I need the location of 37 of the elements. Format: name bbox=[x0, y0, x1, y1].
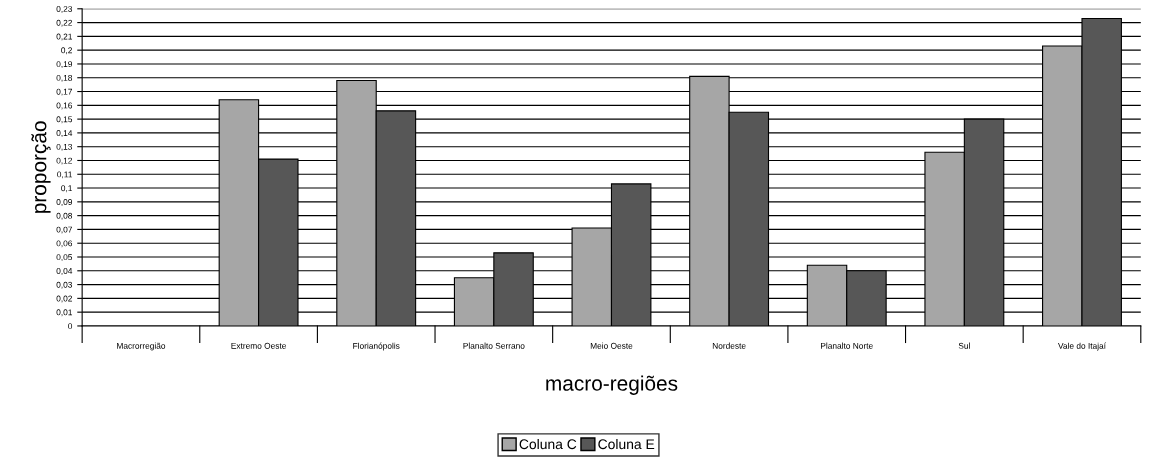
x-tick-label: Florianópolis bbox=[353, 342, 400, 351]
legend-label: Coluna E bbox=[598, 438, 655, 450]
y-tick-label: 0,16 bbox=[56, 102, 73, 110]
x-tick-label: Sul bbox=[958, 342, 970, 349]
x-tick-label: Planalto Norte bbox=[821, 342, 873, 349]
y-tick-label: 0,06 bbox=[56, 240, 73, 248]
x-tick-label: Macrorregião bbox=[117, 342, 166, 351]
x-tick-label: Planalto Serrano bbox=[463, 342, 525, 349]
x-tick-label: Nordeste bbox=[712, 342, 746, 349]
y-tick-label: 0,19 bbox=[56, 61, 73, 69]
y-tick-label: 0,02 bbox=[56, 295, 73, 303]
y-tick-label: 0 bbox=[68, 323, 73, 330]
y-tick-label: 0,05 bbox=[56, 254, 73, 262]
y-tick-label: 0,15 bbox=[56, 116, 73, 124]
y-tick-label: 0,01 bbox=[56, 309, 73, 317]
y-tick-label: 0,09 bbox=[56, 199, 73, 206]
y-tick-label: 0,22 bbox=[56, 19, 73, 27]
legend-label: Coluna C bbox=[519, 438, 577, 450]
x-axis-title: macro-regiões bbox=[546, 375, 678, 395]
y-axis-title: proporção bbox=[31, 121, 51, 213]
x-tick-label: Vale do Itajaí bbox=[1058, 342, 1106, 351]
y-tick-label: 0,13 bbox=[56, 143, 73, 151]
y-tick-label: 0,11 bbox=[57, 171, 73, 179]
y-tick-label: 0,23 bbox=[56, 6, 73, 13]
y-tick-label: 0,18 bbox=[56, 74, 73, 82]
y-tick-label: 0,21 bbox=[56, 33, 73, 41]
y-tick-label: 0,14 bbox=[56, 130, 73, 137]
y-tick-label: 0,12 bbox=[56, 157, 73, 165]
x-tick-label: Meio Oeste bbox=[590, 342, 633, 349]
y-tick-label: 0,04 bbox=[56, 268, 73, 275]
y-tick-label: 0,1 bbox=[61, 185, 73, 193]
y-tick-label: 0,07 bbox=[56, 226, 73, 234]
y-tick-label: 0,17 bbox=[56, 88, 73, 96]
x-tick-label: Extremo Oeste bbox=[231, 342, 287, 349]
y-tick-label: 0,03 bbox=[56, 281, 73, 289]
y-tick-label: 0,08 bbox=[56, 212, 73, 220]
y-tick-label: 0,2 bbox=[61, 47, 73, 55]
